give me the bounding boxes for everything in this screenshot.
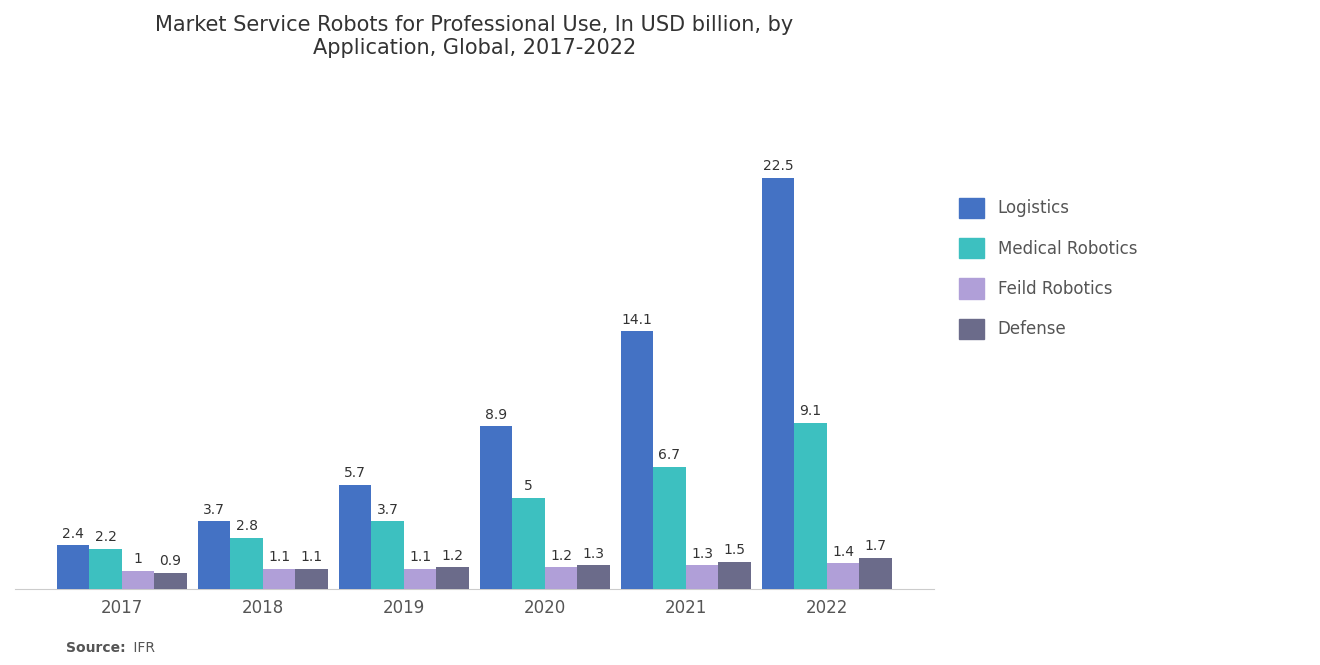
- Text: 14.1: 14.1: [622, 313, 652, 327]
- Bar: [620, 331, 653, 589]
- Bar: [685, 565, 718, 589]
- Legend: Logistics, Medical Robotics, Feild Robotics, Defense: Logistics, Medical Robotics, Feild Robot…: [950, 190, 1146, 348]
- Title: Market Service Robots for Professional Use, In USD billion, by
Application, Glob: Market Service Robots for Professional U…: [156, 15, 793, 59]
- Bar: [437, 567, 469, 589]
- Bar: [653, 467, 685, 589]
- Bar: [371, 521, 404, 589]
- Text: 1.2: 1.2: [550, 549, 572, 563]
- Bar: [859, 558, 892, 589]
- Bar: [198, 521, 230, 589]
- Text: 0.9: 0.9: [160, 554, 182, 568]
- Text: 1.1: 1.1: [268, 551, 290, 565]
- Bar: [795, 423, 826, 589]
- Text: 3.7: 3.7: [376, 503, 399, 517]
- Bar: [57, 545, 90, 589]
- Text: 1: 1: [133, 552, 143, 566]
- Text: 1.3: 1.3: [690, 547, 713, 561]
- Text: 9.1: 9.1: [800, 404, 821, 418]
- Text: 2.4: 2.4: [62, 527, 84, 541]
- Text: 6.7: 6.7: [659, 448, 681, 462]
- Text: 1.5: 1.5: [723, 543, 746, 557]
- Bar: [296, 569, 327, 589]
- Bar: [512, 497, 545, 589]
- Text: 1.1: 1.1: [301, 551, 322, 565]
- Text: 1.2: 1.2: [442, 549, 463, 563]
- Text: 1.3: 1.3: [582, 547, 605, 561]
- Text: 1.7: 1.7: [865, 539, 887, 553]
- Bar: [718, 562, 751, 589]
- Bar: [545, 567, 577, 589]
- Bar: [230, 538, 263, 589]
- Text: 5: 5: [524, 479, 533, 493]
- Bar: [121, 571, 154, 589]
- Text: IFR: IFR: [129, 640, 156, 655]
- Text: 22.5: 22.5: [763, 160, 793, 174]
- Text: 1.1: 1.1: [409, 551, 432, 565]
- Bar: [404, 569, 437, 589]
- Text: 2.8: 2.8: [235, 519, 257, 533]
- Text: 5.7: 5.7: [345, 466, 366, 480]
- Bar: [339, 485, 371, 589]
- Text: 1.4: 1.4: [832, 545, 854, 559]
- Bar: [263, 569, 296, 589]
- Text: Source:: Source:: [66, 640, 125, 655]
- Text: 8.9: 8.9: [484, 408, 507, 422]
- Text: 3.7: 3.7: [203, 503, 224, 517]
- Bar: [826, 563, 859, 589]
- Text: 2.2: 2.2: [95, 530, 116, 544]
- Bar: [479, 426, 512, 589]
- Bar: [90, 549, 121, 589]
- Bar: [154, 573, 187, 589]
- Bar: [762, 178, 795, 589]
- Bar: [577, 565, 610, 589]
